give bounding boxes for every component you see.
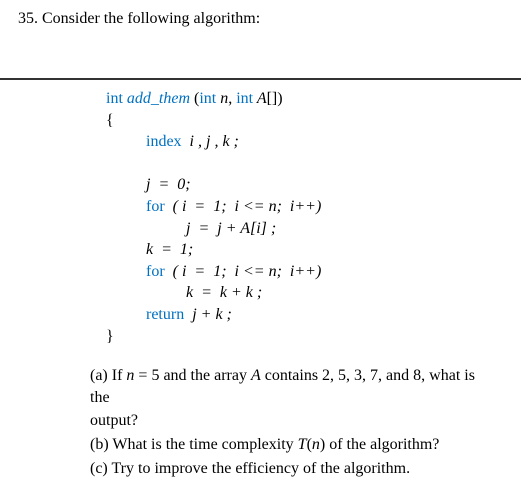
question-a: (a) If n = 5 and the array A contains 2,… bbox=[90, 365, 489, 408]
keyword-for: for bbox=[146, 263, 165, 280]
question-c: (c) Try to improve the efficiency of the… bbox=[90, 458, 489, 480]
code-line-for1: for ( i = 1; i <= n; i++) bbox=[106, 196, 503, 218]
keyword-int: int bbox=[199, 90, 216, 107]
stem-text: Consider the following algorithm: bbox=[42, 10, 260, 27]
blank-line bbox=[106, 153, 503, 175]
close-brace: } bbox=[106, 326, 503, 348]
code-line-jsum: j = j + A[i] ; bbox=[106, 218, 503, 240]
code-line-k1: k = 1; bbox=[106, 239, 503, 261]
problem-stem: 35. Consider the following algorithm: bbox=[18, 10, 503, 28]
code-signature: int add_them (int n, int A[]) bbox=[106, 88, 503, 110]
code-line-kdouble: k = k + k ; bbox=[106, 282, 503, 304]
code-block: int add_them (int n, int A[]) { index i … bbox=[106, 88, 503, 347]
open-brace: { bbox=[106, 110, 503, 132]
keyword-return: return bbox=[146, 306, 184, 323]
questions-block: (a) If n = 5 and the array A contains 2,… bbox=[90, 365, 489, 479]
var-n: n bbox=[312, 436, 320, 453]
keyword-for: for bbox=[146, 198, 165, 215]
function-name: add_them bbox=[123, 90, 194, 107]
keyword-index: index bbox=[146, 133, 182, 150]
var-A: A bbox=[251, 367, 261, 384]
var-T: T bbox=[298, 436, 307, 453]
keyword-int: int bbox=[236, 90, 253, 107]
decl-line: index i , j , k ; bbox=[106, 131, 503, 153]
problem-number: 35. bbox=[18, 10, 38, 27]
question-b: (b) What is the time complexity T(n) of … bbox=[90, 434, 489, 456]
question-a-cont: output? bbox=[90, 410, 489, 432]
horizontal-rule bbox=[0, 78, 521, 80]
code-line-return: return j + k ; bbox=[106, 304, 503, 326]
keyword-int: int bbox=[106, 90, 123, 107]
page: 35. Consider the following algorithm: in… bbox=[0, 0, 521, 491]
code-line-for2: for ( i = 1; i <= n; i++) bbox=[106, 261, 503, 283]
code-line-j0: j = 0; bbox=[106, 174, 503, 196]
